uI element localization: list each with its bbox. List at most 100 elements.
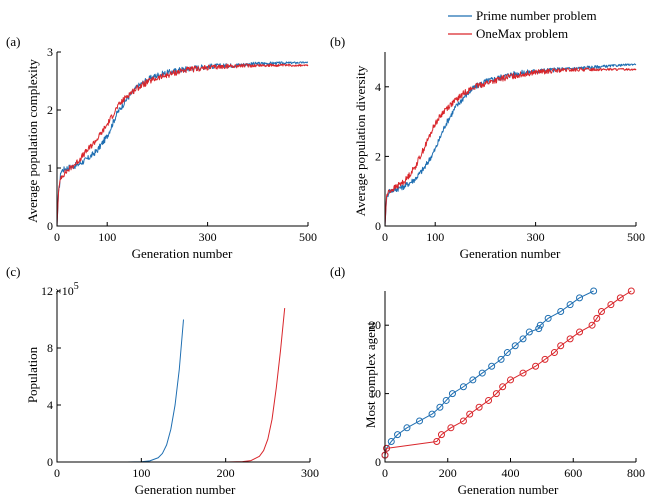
data-point-d-1-11 [507,376,514,384]
x-tick-label-a-2: 300 [199,230,217,244]
y-tick-label-b-0: 0 [375,219,381,233]
x-tick-label-d-4: 800 [627,466,645,480]
axes-b [384,52,636,227]
x-tick-label-d-1: 200 [439,466,457,480]
data-point-d-0-3 [394,431,402,439]
axes-a [56,52,308,227]
x-tick-label-a-1: 100 [98,230,116,244]
y-tick-label-b-2: 4 [375,80,381,94]
y-tick-label-d-1: 10 [369,387,381,401]
data-point-d-0-19 [535,325,543,333]
series-line-b-0 [384,63,637,227]
panel-label-c: (c) [6,264,20,279]
data-point-d-1-20 [593,314,601,322]
legend-label-prime: Prime number problem [476,8,597,23]
y-tick-label-a-1: 1 [47,161,53,175]
data-point-d-0-8 [442,396,450,404]
data-point-d-1-7 [475,403,483,411]
data-point-d-1-13 [532,362,540,370]
x-tick-label-b-0: 0 [382,230,388,244]
y-tick-label-a-0: 0 [47,219,53,233]
data-point-d-1-16 [557,342,565,350]
series-line-b-1 [384,67,637,227]
y-multiplier-exp-c: 5 [74,281,79,292]
y-multiplier-c: ×105 [55,281,79,298]
data-point-d-1-6 [466,410,474,418]
data-point-d-0-16 [511,342,519,350]
data-point-d-0-17 [519,335,527,343]
panel-label-a: (a) [6,34,20,49]
axes-c [56,291,310,463]
data-point-d-0-22 [557,308,565,316]
data-point-d-1-21 [597,308,605,316]
x-axis-label-d: Generation number [458,482,559,497]
data-point-d-0-14 [497,355,505,363]
y-tick-label-a-2: 2 [47,103,53,117]
data-point-d-1-14 [541,355,549,363]
data-point-d-0-4 [403,424,411,432]
data-point-d-0-15 [503,349,511,357]
data-point-d-0-11 [469,376,477,384]
legend: Prime number problem OneMax problem [448,8,597,41]
data-point-d-1-19 [588,321,596,329]
data-point-d-0-25 [590,287,598,295]
series-line-d-0 [384,290,594,456]
data-point-d-1-2 [433,437,441,445]
y-tick-label-b-1: 2 [375,149,381,163]
data-point-d-0-9 [448,390,456,398]
data-point-d-0-6 [428,410,436,418]
x-tick-label-d-3: 600 [564,466,582,480]
y-tick-label-a-3: 3 [47,45,53,59]
data-point-d-1-10 [499,383,507,391]
data-point-d-0-5 [416,417,424,425]
data-point-d-1-22 [607,301,615,309]
x-tick-label-b-1: 100 [426,230,444,244]
data-point-d-0-10 [459,383,467,391]
x-tick-label-d-0: 0 [382,466,388,480]
y-tick-label-c-1: 4 [47,398,53,412]
series-line-a-1 [56,63,309,227]
data-point-d-1-9 [492,390,500,398]
y-axis-label-b: Average population diversity [353,65,368,216]
series-line-c-0 [57,319,184,463]
x-tick-label-d-2: 400 [502,466,520,480]
x-axis-label-a: Generation number [132,246,233,261]
y-multiplier-base-c: ×10 [55,284,74,298]
x-tick-label-c-2: 200 [217,466,235,480]
data-point-d-1-3 [437,431,445,439]
data-point-d-1-5 [459,417,467,425]
panel-d: (d) Most complex agent Generation number… [330,264,645,497]
panel-label-b: (b) [330,34,345,49]
series-line-c-1 [57,308,286,463]
x-tick-label-b-2: 300 [527,230,545,244]
x-tick-label-a-3: 500 [299,230,317,244]
x-axis-label-b: Generation number [460,246,561,261]
y-axis-label-c: Population [25,346,40,403]
y-tick-label-c-2: 8 [47,341,53,355]
x-tick-label-b-3: 500 [627,230,645,244]
data-point-d-0-21 [544,314,552,322]
y-axis-label-a: Average population complexity [25,59,40,223]
data-point-d-1-4 [447,424,455,432]
y-tick-label-c-0: 0 [47,455,53,469]
data-point-d-0-13 [488,362,496,370]
panel-a: (a) Average population complexity Genera… [6,34,317,261]
legend-label-onemax: OneMax problem [476,26,568,41]
series-line-d-1 [384,290,632,456]
x-tick-label-c-1: 100 [132,466,150,480]
y-tick-label-d-2: 20 [369,318,381,332]
x-tick-label-c-0: 0 [54,466,60,480]
data-point-d-1-18 [576,328,584,336]
data-point-d-0-23 [566,301,574,309]
data-point-d-0-18 [525,328,533,336]
data-point-d-0-12 [478,369,486,377]
x-tick-label-c-3: 300 [301,466,319,480]
data-point-d-1-23 [616,294,624,302]
y-axis-label-d: Most complex agent [363,322,378,429]
x-axis-label-c: Generation number [135,482,236,497]
y-tick-label-d-0: 0 [375,455,381,469]
x-tick-label-a-0: 0 [54,230,60,244]
data-point-d-1-8 [485,396,493,404]
data-point-d-1-1 [383,444,391,452]
